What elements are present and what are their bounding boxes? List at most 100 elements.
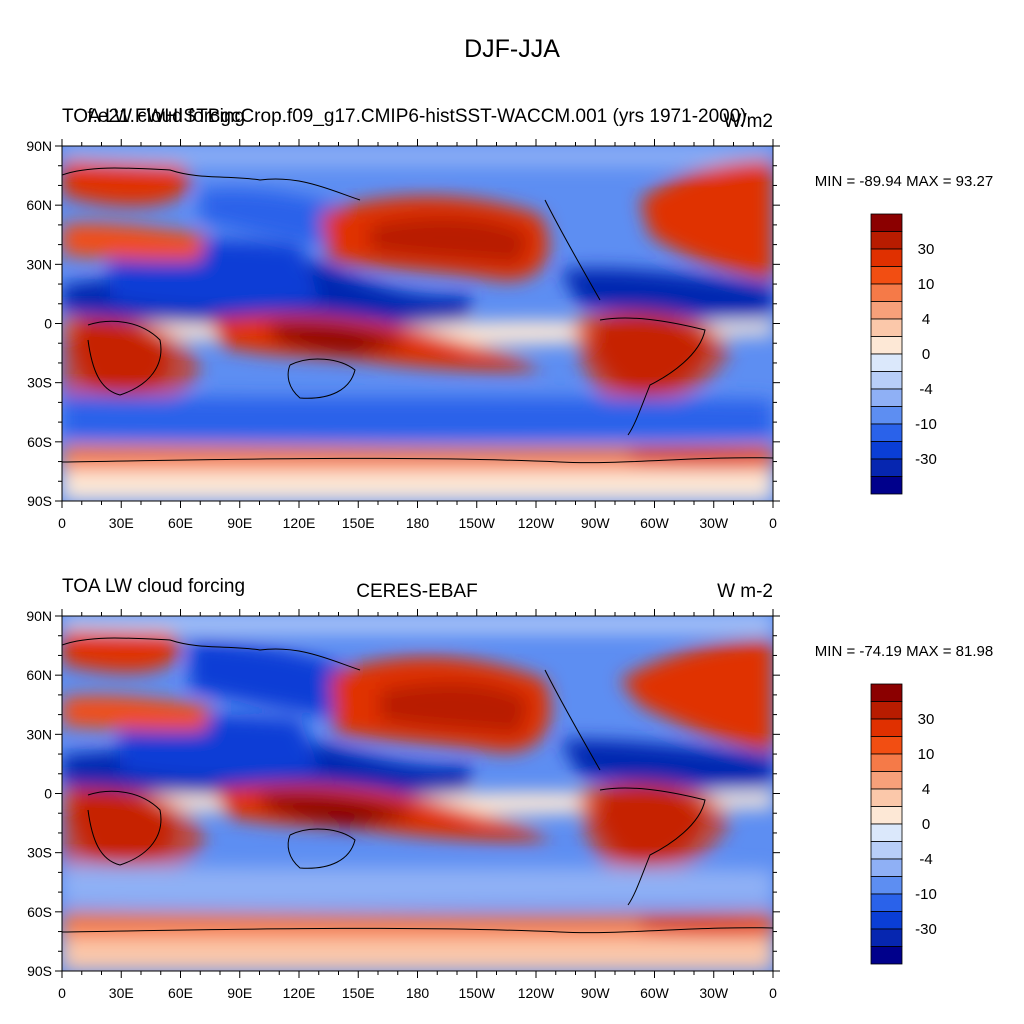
colorbar-label: -30 (915, 921, 937, 938)
colorbar-swatch (870, 248, 903, 267)
lat-tick-label: 30N (26, 256, 52, 272)
lat-tick-label: 60N (26, 197, 52, 213)
colorbar-swatch (870, 736, 903, 755)
colorbar-swatch (870, 441, 903, 460)
colorbar-swatch (870, 406, 903, 425)
colorbar-swatch (870, 283, 903, 302)
colorbar-swatch (870, 353, 903, 372)
lon-tick-label: 0 (58, 985, 66, 1001)
page-title: DJF-JJA (464, 35, 560, 63)
lat-tick-label: 90N (26, 608, 52, 624)
colorbar-label: 10 (918, 276, 935, 293)
lon-tick-label: 90E (227, 515, 252, 531)
colorbar-swatch (870, 823, 903, 842)
min-max-stats: MIN = -89.94 MAX = 93.27 (815, 173, 993, 190)
colorbar-swatch (870, 318, 903, 337)
lon-tick-label: 0 (58, 515, 66, 531)
lon-tick-label: 0 (769, 985, 777, 1001)
colorbar-swatch (870, 336, 903, 355)
lon-tick-label: 30W (699, 515, 729, 531)
panel-model: TOA LW cloud forcing f.e21.FWHISTBgcCrop… (26, 106, 993, 531)
colorbar-swatch (870, 858, 903, 877)
colorbar-swatch (870, 911, 903, 930)
lat-tick-label: 90S (27, 963, 52, 979)
panel-left-title: TOA LW cloud forcing (62, 106, 245, 127)
lon-tick-label: 90W (581, 985, 611, 1001)
colorbar-swatch (870, 806, 903, 825)
lat-tick-label: 30N (26, 726, 52, 742)
colorbar-swatch (870, 788, 903, 807)
colorbar-swatch (870, 946, 903, 965)
colorbar-swatch (870, 423, 903, 442)
lon-tick-label: 60E (168, 515, 193, 531)
colorbar-label: -4 (919, 851, 932, 868)
colorbar-swatch (870, 231, 903, 250)
colorbar-swatch (870, 388, 903, 407)
colorbar-swatch (870, 753, 903, 772)
lat-tick-label: 30S (27, 845, 52, 861)
panel-center-title: CERES-EBAF (356, 581, 477, 602)
map-field (62, 616, 773, 971)
colorbar-label: 4 (922, 311, 930, 328)
panel-center-title: f.e21.FWHISTBgcCrop.f09_g17.CMIP6-histSS… (87, 106, 746, 127)
colorbar-swatch (870, 213, 903, 232)
colorbar-label: -10 (915, 886, 937, 903)
map-field (62, 146, 773, 501)
lon-tick-label: 150W (458, 515, 495, 531)
colorbar-label: 0 (922, 816, 930, 833)
colorbar-label: 4 (922, 781, 930, 798)
colorbar-label: -4 (919, 381, 932, 398)
lon-tick-label: 60W (640, 515, 670, 531)
colorbar-swatch (870, 683, 903, 702)
panel-units: W/m2 (723, 111, 773, 132)
colorbar: 30 10 4 0 -4 -10 -30 (870, 683, 937, 965)
panel-units: W m-2 (717, 581, 773, 602)
lon-tick-label: 120E (283, 985, 316, 1001)
lon-tick-label: 90E (227, 985, 252, 1001)
coastlines (62, 637, 773, 934)
colorbar-label: -30 (915, 451, 937, 468)
lat-tick-label: 0 (44, 316, 52, 332)
colorbar-label: 30 (918, 711, 935, 728)
colorbar-swatch (870, 928, 903, 947)
colorbar-swatch (870, 718, 903, 737)
colorbar-label: 0 (922, 346, 930, 363)
colorbar-swatch (870, 841, 903, 860)
colorbar-label: -10 (915, 416, 937, 433)
colorbar: 30 10 4 0 -4 -10 -30 (870, 213, 937, 495)
lon-tick-label: 30E (109, 985, 134, 1001)
axis-ticks: 90N 60N 30N 0 30S 60S 90S 0 30E 60E 90E 120E 150E 180… (26, 138, 780, 531)
lat-tick-label: 60S (27, 434, 52, 450)
coastlines (62, 167, 773, 464)
lon-tick-label: 90W (581, 515, 611, 531)
lon-tick-label: 150W (458, 985, 495, 1001)
lon-tick-label: 30W (699, 985, 729, 1001)
axis-ticks: 90N 60N 30N 0 30S 60S 90S 0 30E 60E 90E 120E 150E 180… (26, 608, 780, 1001)
colorbar-swatch (870, 266, 903, 285)
lon-tick-label: 30E (109, 515, 134, 531)
lon-tick-label: 150E (342, 515, 375, 531)
lat-tick-label: 30S (27, 375, 52, 391)
lon-tick-label: 120W (518, 515, 555, 531)
lon-tick-label: 180 (406, 515, 430, 531)
lon-tick-label: 180 (406, 985, 430, 1001)
min-max-stats: MIN = -74.19 MAX = 81.98 (815, 643, 993, 660)
lon-tick-label: 60E (168, 985, 193, 1001)
colorbar-swatch (870, 301, 903, 320)
colorbar-label: 10 (918, 746, 935, 763)
lon-tick-label: 60W (640, 985, 670, 1001)
colorbar-label: 30 (918, 241, 935, 258)
lat-tick-label: 90S (27, 493, 52, 509)
colorbar-swatch (870, 371, 903, 390)
lon-tick-label: 120E (283, 515, 316, 531)
lat-tick-label: 60N (26, 667, 52, 683)
colorbar-swatch (870, 893, 903, 912)
panel-observations: TOA LW cloud forcing CERES-EBAF W m-2 (26, 576, 993, 1001)
colorbar-swatch (870, 771, 903, 790)
colorbar-swatch (870, 476, 903, 495)
lon-tick-label: 150E (342, 985, 375, 1001)
colorbar-swatch (870, 876, 903, 895)
lon-tick-label: 120W (518, 985, 555, 1001)
colorbar-swatch (870, 701, 903, 720)
